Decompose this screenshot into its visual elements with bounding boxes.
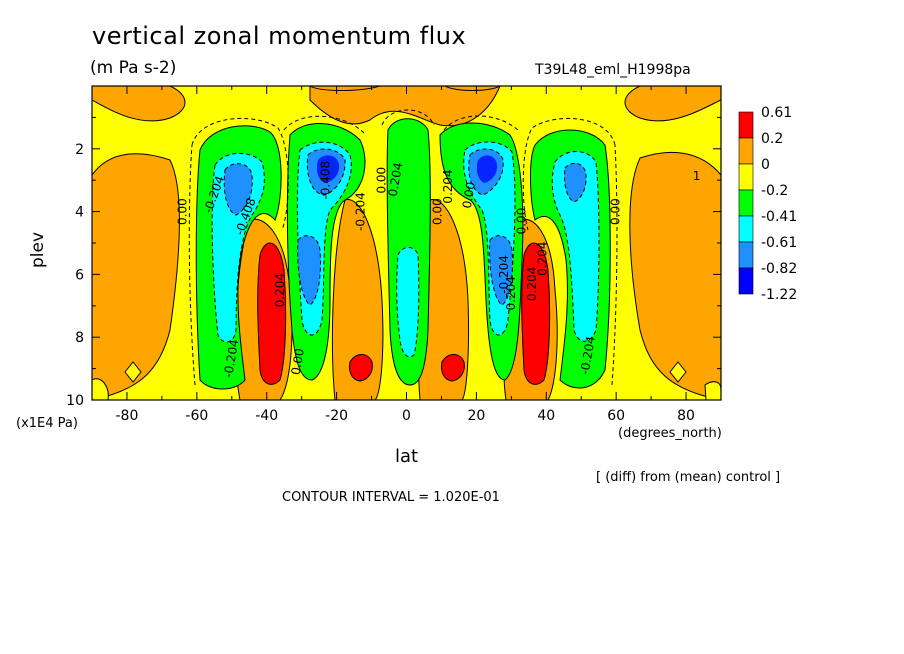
chart-title: vertical zonal momentum flux — [92, 22, 467, 50]
contour-label: 0.00 — [430, 198, 444, 225]
legend-level-label: -0.61 — [761, 235, 797, 251]
blue-regions — [223, 148, 587, 306]
y-axis-unit: (x1E4 Pa) — [16, 416, 78, 431]
y-tick-label: 6 — [75, 267, 84, 283]
x-tick-label: 40 — [537, 408, 555, 424]
red-cores — [257, 242, 551, 385]
contour-label: -0.204 — [578, 335, 599, 376]
run-id: T39L48_eml_H1998pa — [535, 62, 691, 78]
dashed-contours — [188, 109, 618, 386]
x-tick-label: -80 — [116, 408, 139, 424]
y-tick-label: 2 — [75, 142, 84, 158]
contour-label: 0.00 — [514, 208, 528, 235]
contour-field — [92, 86, 721, 400]
y-axis-ticks: 2 4 6 8 10 — [66, 116, 721, 409]
contour-label: -0.204 — [497, 255, 511, 294]
legend-level-label: -0.2 — [761, 183, 788, 199]
x-tick-label: -40 — [255, 408, 278, 424]
contour-label: 0.00 — [289, 347, 307, 376]
legend-swatch — [738, 267, 754, 295]
contour-label: 0.00 — [375, 167, 389, 194]
legend-level-label: -1.22 — [761, 287, 797, 303]
x-tick-label: -20 — [325, 408, 348, 424]
contour-label: 0.204 — [535, 242, 549, 276]
contour-label: 0.00 — [609, 198, 623, 225]
x-tick-label: 80 — [677, 408, 695, 424]
contour-label: 0.00 — [175, 198, 189, 225]
chart-subtitle: (m Pa s-2) — [90, 58, 177, 78]
x-axis-ticks: -80 -60 -40 -20 0 20 40 60 80 — [91, 86, 722, 424]
legend-swatch — [738, 111, 754, 139]
deep-blue-regions — [316, 155, 498, 183]
y-tick-label: 10 — [66, 393, 84, 409]
contour-label: 0.00 — [460, 181, 478, 210]
contour-label: 0.204 — [525, 267, 539, 301]
contour-label: -0.204 — [354, 192, 368, 231]
legend-swatch — [738, 189, 754, 217]
x-tick-label: -60 — [185, 408, 208, 424]
x-axis-unit: (degrees_north) — [618, 426, 722, 441]
legend-level-label: -0.82 — [761, 261, 797, 277]
legend-swatch — [738, 215, 754, 243]
contour-label: 0.204 — [504, 276, 518, 310]
contour-label: 1 — [693, 169, 701, 183]
legend-level-label: -0.41 — [761, 209, 797, 225]
legend-swatch — [738, 137, 754, 165]
y-tick-label: 8 — [75, 330, 84, 346]
contour-label: 0.204 — [441, 169, 455, 203]
legend-swatch — [738, 163, 754, 191]
legend-level-label: 0.61 — [761, 105, 792, 121]
diff-note: [ (diff) from (mean) control ] — [596, 470, 781, 485]
y-tick-label: 4 — [75, 205, 84, 221]
contour-interval: CONTOUR INTERVAL = 1.020E-01 — [282, 490, 500, 505]
x-tick-label: 20 — [467, 408, 485, 424]
contour-label: 0.204 — [386, 161, 406, 197]
contour-label: 0.204 — [273, 273, 287, 307]
legend-level-label: 0.2 — [761, 131, 783, 147]
x-tick-label: 60 — [607, 408, 625, 424]
contour-label: -0.204 — [221, 338, 242, 379]
x-tick-label: 0 — [402, 408, 411, 424]
x-axis-label: lat — [395, 446, 419, 467]
contour-label: -0.408 — [319, 161, 333, 200]
legend-level-label: 0 — [761, 157, 770, 173]
color-legend: 0.61 0.2 0 -0.2 -0.41 -0.61 -0.82 -1.22 — [738, 105, 797, 303]
small-patches — [92, 361, 721, 400]
legend-swatch — [738, 241, 754, 269]
